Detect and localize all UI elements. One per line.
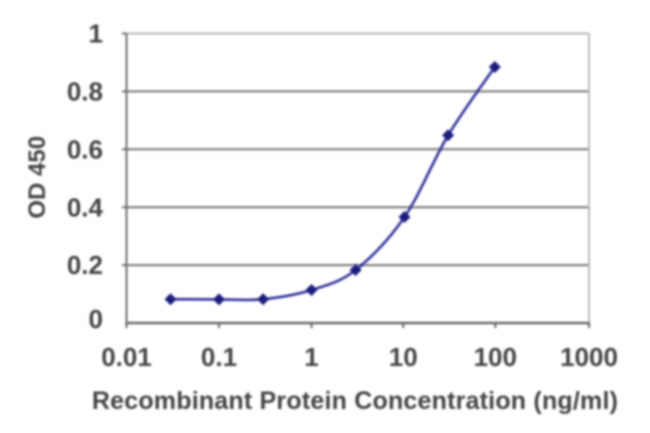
svg-text:1000: 1000 [560,342,618,372]
svg-text:OD 450: OD 450 [24,136,51,219]
svg-text:100: 100 [474,342,517,372]
svg-text:0.4: 0.4 [67,192,104,222]
svg-text:0.6: 0.6 [67,134,103,164]
svg-text:0.01: 0.01 [101,342,152,372]
svg-text:0.2: 0.2 [67,250,103,280]
svg-text:10: 10 [389,342,418,372]
svg-text:0.8: 0.8 [67,77,103,107]
svg-text:Recombinant Protein Concentrat: Recombinant Protein Concentration (ng/ml… [92,387,618,415]
svg-text:1: 1 [89,19,103,49]
svg-text:1: 1 [304,342,318,372]
svg-text:0: 0 [89,304,103,334]
svg-text:0.1: 0.1 [201,342,237,372]
